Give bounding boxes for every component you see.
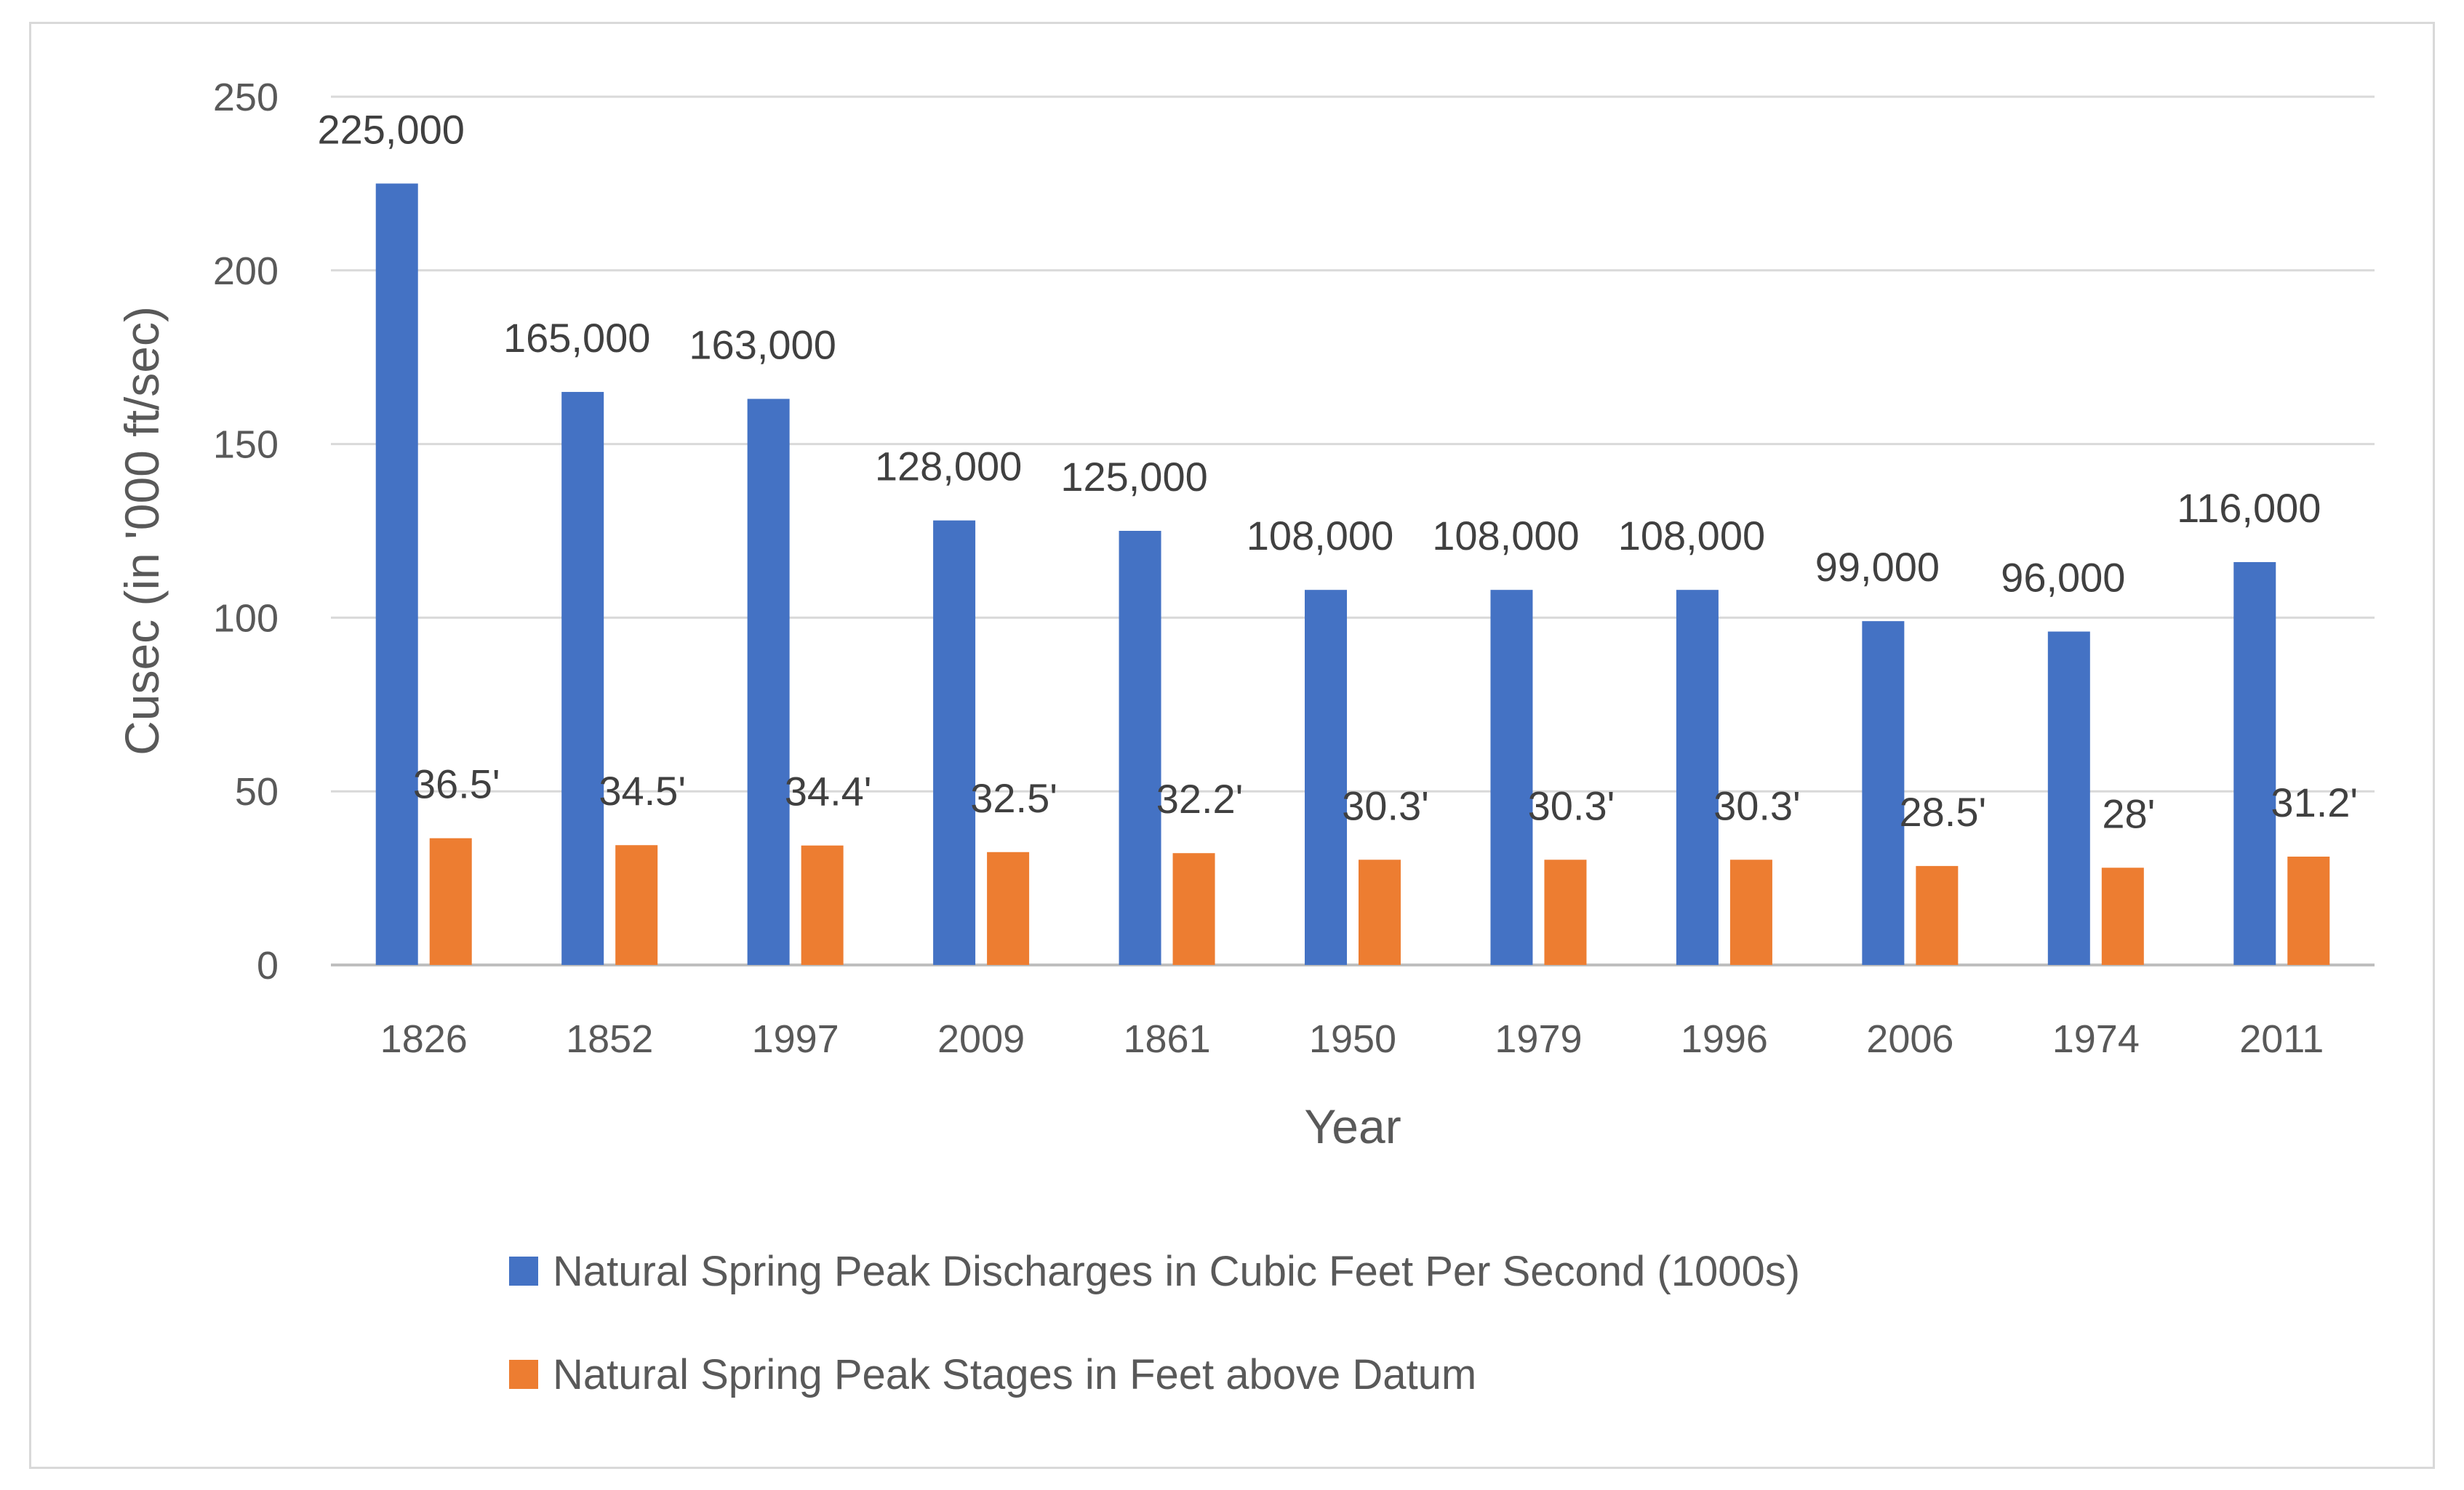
discharge-label-1861: 125,000 [1060, 454, 1207, 500]
discharge-bar-2009 [933, 520, 976, 965]
stage-label-1852: 34.5' [599, 768, 686, 814]
discharge-bar-1997 [747, 398, 790, 965]
stage-bar-1974 [2101, 868, 2144, 965]
x-tick-label-1950: 1950 [1309, 1017, 1396, 1061]
discharge-label-2011: 116,000 [2177, 485, 2321, 531]
legend-swatch-discharge [509, 1257, 538, 1286]
x-tick-label-2011: 2011 [2239, 1017, 2324, 1061]
stage-bar-1826 [429, 838, 472, 965]
legend: Natural Spring Peak Discharges in Cubic … [509, 1248, 1800, 1398]
legend-label-discharge: Natural Spring Peak Discharges in Cubic … [553, 1248, 1800, 1295]
discharge-bar-1950 [1305, 590, 1347, 965]
bars [375, 183, 2330, 965]
gridlines [331, 95, 2375, 966]
stage-label-2011: 31.2' [2271, 780, 2358, 825]
discharge-bar-1974 [2047, 631, 2090, 965]
stage-bar-2006 [1916, 865, 1959, 965]
discharge-label-2006: 99,000 [1815, 544, 1940, 590]
stage-label-1996: 30.3' [1713, 782, 1801, 828]
legend-swatch-stage [509, 1360, 538, 1389]
x-tick-label-1974: 1974 [2052, 1017, 2140, 1061]
stage-label-1950: 30.3' [1342, 782, 1429, 828]
discharge-label-1979: 108,000 [1432, 513, 1579, 558]
y-tick-label: 0 [257, 944, 279, 988]
discharge-bar-2011 [2233, 561, 2276, 965]
x-axis-ticks: 1826 1852 1997 2009 1861 1950 1979 1996 2006 1974… [380, 1017, 2324, 1061]
x-tick-label-2006: 2006 [1866, 1017, 1953, 1061]
discharge-bar-1996 [1676, 590, 1719, 965]
y-tick-label: 50 [235, 770, 279, 814]
stage-bar-1950 [1359, 860, 1401, 965]
stage-bar-1996 [1729, 860, 1772, 965]
y-tick-label: 200 [213, 249, 279, 293]
discharge-label-1974: 96,000 [2001, 555, 2125, 601]
discharge-label-2009: 128,000 [875, 444, 1022, 489]
discharge-label-1950: 108,000 [1247, 513, 1393, 558]
legend-label-stage: Natural Spring Peak Stages in Feet above… [553, 1351, 1476, 1398]
y-axis-ticks: 0 50 100 150 200 250 [213, 76, 279, 988]
x-tick-label-1861: 1861 [1123, 1017, 1210, 1061]
data-labels: 225,000 36.5' 165,000 34.5' 163,000 34.4' 128,… [318, 106, 2359, 836]
discharge-label-1852: 165,000 [503, 315, 650, 361]
y-tick-label: 100 [213, 596, 279, 640]
stage-bar-2009 [987, 852, 1030, 965]
x-tick-label-1979: 1979 [1495, 1017, 1582, 1061]
stage-label-2006: 28.5' [1900, 789, 1987, 835]
x-tick-label-1852: 1852 [566, 1017, 653, 1061]
x-tick-label-1996: 1996 [1681, 1017, 1768, 1061]
x-tick-label-2009: 2009 [937, 1017, 1025, 1061]
stage-bar-1852 [615, 845, 658, 965]
stage-bar-1979 [1544, 860, 1587, 965]
discharge-label-1996: 108,000 [1618, 513, 1765, 558]
discharge-bar-2006 [1862, 621, 1905, 965]
chart-frame [29, 22, 2435, 1469]
x-axis-title: Year [1304, 1100, 1401, 1153]
discharge-bar-1852 [561, 391, 604, 965]
stage-bar-1861 [1172, 853, 1215, 965]
stage-bar-2011 [2287, 856, 2330, 965]
stage-label-1974: 28' [2102, 790, 2155, 836]
stage-label-1861: 32.2' [1156, 776, 1244, 822]
y-tick-label: 150 [213, 423, 279, 467]
stage-label-2009: 32.5' [970, 775, 1057, 821]
discharge-label-1997: 163,000 [689, 322, 836, 368]
y-axis-title: Cusec (in '000 ft/sec) [115, 306, 169, 756]
stage-label-1997: 34.4' [785, 769, 872, 814]
x-tick-label-1997: 1997 [752, 1017, 839, 1061]
x-tick-label-1826: 1826 [380, 1017, 468, 1061]
discharge-bar-1826 [375, 183, 418, 965]
stage-label-1979: 30.3' [1528, 782, 1615, 828]
discharge-label-1826: 225,000 [318, 106, 465, 152]
discharge-bar-1861 [1119, 531, 1161, 965]
y-tick-label: 250 [213, 76, 279, 119]
discharge-bar-1979 [1490, 590, 1533, 965]
stage-label-1826: 36.5' [413, 761, 500, 807]
stage-bar-1997 [801, 845, 844, 965]
